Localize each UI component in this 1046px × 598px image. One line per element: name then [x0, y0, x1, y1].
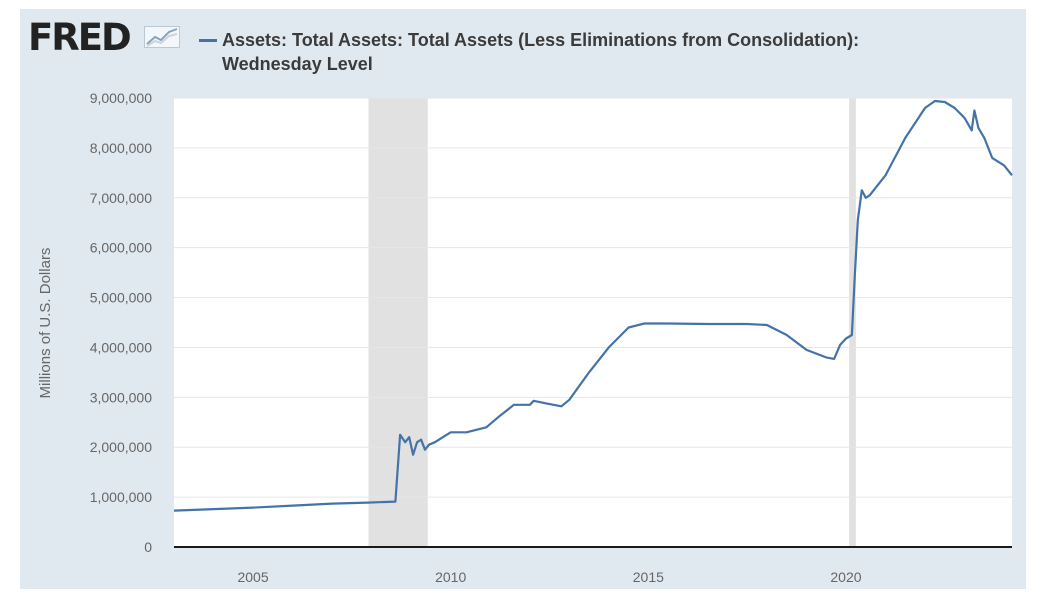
y-axis-label: Millions of U.S. Dollars [37, 248, 54, 399]
x-tick-labels: 2005 2010 2015 2020 [237, 569, 861, 585]
plot-area [174, 98, 1012, 547]
y-tick-label: 4,000,000 [90, 339, 152, 355]
y-tick-labels: 0 1,000,000 2,000,000 3,000,000 4,000,000 5,0… [90, 90, 153, 555]
x-tick-label: 2015 [633, 569, 664, 585]
fred-logo: FRED [28, 16, 132, 59]
y-tick-label: 6,000,000 [90, 240, 152, 256]
total-assets-line [173, 99, 1013, 512]
x-tick-label: 2005 [237, 569, 268, 585]
y-tick-label: 0 [144, 539, 152, 555]
x-tick-label: 2020 [830, 569, 861, 585]
y-tick-label: 1,000,000 [90, 489, 152, 505]
x-tick-label: 2010 [435, 569, 466, 585]
y-tick-label: 8,000,000 [90, 140, 152, 156]
recession-band-0 [368, 98, 428, 547]
grid-lines [174, 97, 1012, 498]
y-tick-label: 5,000,000 [90, 290, 152, 306]
chart-title: Assets: Total Assets: Total Assets (Less… [222, 28, 982, 76]
y-tick-label: 7,000,000 [90, 190, 152, 206]
fred-chart-mark-icon [144, 26, 180, 48]
chart-title-line1: Assets: Total Assets: Total Assets (Less… [222, 30, 860, 50]
y-tick-label: 3,000,000 [90, 389, 152, 405]
y-tick-label: 9,000,000 [90, 90, 152, 106]
chart-title-line2: Wednesday Level [222, 54, 373, 74]
y-tick-label: 2,000,000 [90, 439, 152, 455]
legend-line-swatch [199, 39, 217, 42]
